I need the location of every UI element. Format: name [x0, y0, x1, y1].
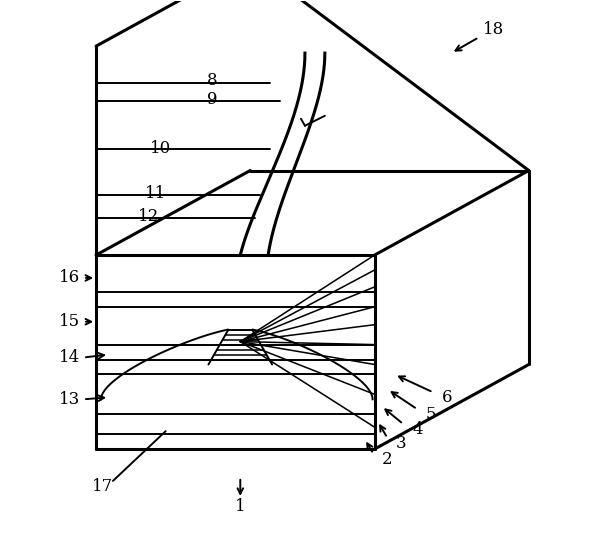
Text: 11: 11 [145, 185, 166, 202]
Text: 6: 6 [442, 389, 453, 406]
Text: 17: 17 [93, 478, 114, 495]
Text: 5: 5 [426, 406, 437, 423]
Text: 8: 8 [207, 72, 218, 90]
Text: 3: 3 [396, 435, 407, 452]
Text: 14: 14 [58, 349, 80, 366]
Text: 12: 12 [138, 208, 159, 225]
Text: 15: 15 [58, 313, 80, 330]
Text: 13: 13 [58, 391, 80, 408]
Text: 10: 10 [150, 140, 171, 157]
Text: 18: 18 [483, 21, 504, 38]
Text: 4: 4 [412, 421, 422, 438]
Text: 2: 2 [382, 450, 393, 467]
Text: 16: 16 [58, 270, 80, 286]
Text: 1: 1 [235, 498, 245, 515]
Text: 9: 9 [207, 91, 218, 108]
